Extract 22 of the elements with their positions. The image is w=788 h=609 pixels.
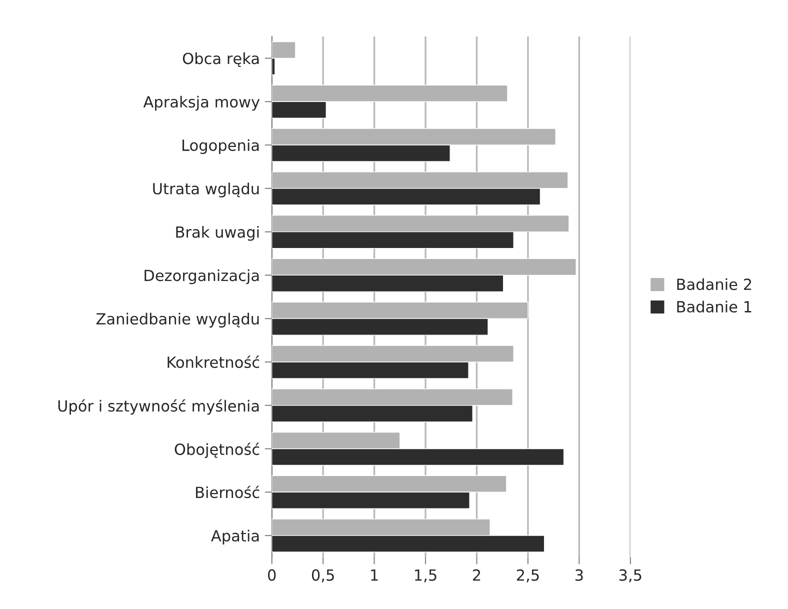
legend-label: Badanie 1 bbox=[677, 300, 752, 313]
x-tick-label: 3,5 bbox=[619, 569, 642, 582]
y-tick-label: Bierność bbox=[196, 486, 260, 498]
y-tick-label: Obojętność bbox=[174, 442, 260, 458]
x-tick-label: 1 bbox=[371, 570, 378, 581]
y-tick-label: Brak uwagi bbox=[176, 226, 259, 241]
y-tick-label: Zaniedbanie wyglądu bbox=[96, 312, 259, 328]
x-tick-label: 0,5 bbox=[312, 569, 334, 582]
x-tick-label: 1,5 bbox=[415, 570, 436, 582]
y-tick-label: Konkretność bbox=[168, 356, 260, 368]
y-tick-label: Apraksja mowy bbox=[143, 96, 260, 111]
x-tick-label: 0 bbox=[268, 569, 276, 581]
y-tick-label: Utrata wglądu bbox=[153, 182, 259, 198]
y-tick-label: Apatia bbox=[211, 530, 259, 545]
x-tick-label: 3 bbox=[575, 569, 583, 581]
legend-label: Badanie 2 bbox=[677, 278, 752, 290]
y-tick-label: Dezorganizacja bbox=[144, 269, 259, 284]
y-tick-label: Obca ręka bbox=[182, 52, 259, 67]
x-tick-label: 2,5 bbox=[516, 569, 539, 582]
y-tick-label: Upór i sztywność myślenia bbox=[58, 399, 259, 415]
y-tick-label: Logopenia bbox=[182, 139, 259, 154]
x-tick-label: 2 bbox=[473, 569, 480, 581]
